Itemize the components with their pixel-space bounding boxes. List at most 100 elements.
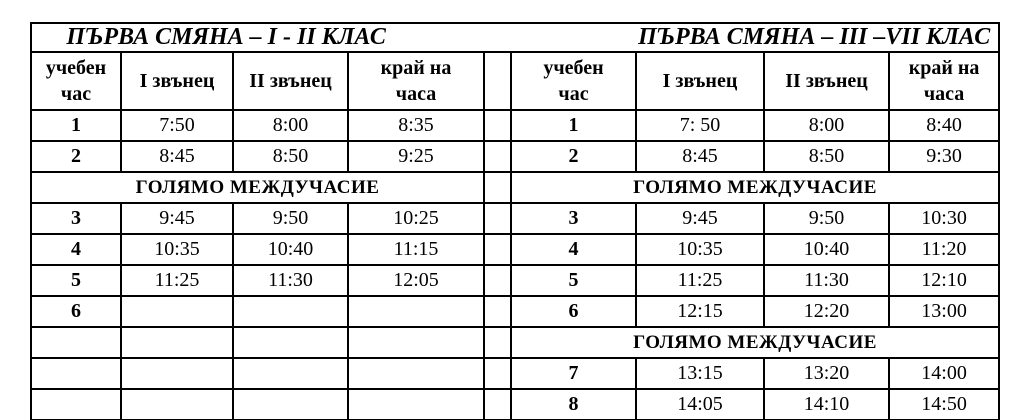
left-end-of-class-cell <box>347 388 485 420</box>
left-end-of-class-cell <box>347 295 485 328</box>
gap-column-cell <box>483 202 512 235</box>
right-end-of-class-cell: 11:20 <box>887 233 1001 266</box>
left-end-of-class-cell: 9:25 <box>347 140 485 173</box>
left-lesson-hour-cell: 2 <box>30 140 122 173</box>
right-lesson-hour-cell: 6 <box>510 295 637 328</box>
right-second-bell-cell: 9:50 <box>763 202 890 235</box>
left-second-bell-cell: 11:30 <box>232 264 349 297</box>
left-first-bell-cell <box>120 295 234 328</box>
right-end-of-class-cell: 13:00 <box>887 295 1001 328</box>
left-first-bell-cell: 9:45 <box>120 202 234 235</box>
right-end-of-class-cell: 9:30 <box>887 140 1001 173</box>
left-lesson-hour-cell: 1 <box>30 109 122 142</box>
right-lesson-hour-cell: 3 <box>510 202 637 235</box>
schedule-row: 1 7:50 8:00 8:35 1 7: 50 8:00 8:40 <box>30 109 1001 142</box>
gap-column-cell <box>483 388 512 420</box>
schedule-row: 8 14:05 14:10 14:50 <box>30 388 1001 420</box>
left-end-of-class-cell: 11:15 <box>347 233 485 266</box>
left-lesson-hour-cell: 6 <box>30 295 122 328</box>
right-second-bell-cell: 10:40 <box>763 233 890 266</box>
right-end-of-class-cell: 8:40 <box>887 109 1001 142</box>
header-row: учебен час I звънец II звънец край на ча… <box>30 51 1001 111</box>
right-break-row-cell: ГОЛЯМО МЕЖДУЧАСИЕ <box>509 171 1001 204</box>
right-first-bell-cell: 10:35 <box>635 233 765 266</box>
title-row-cell: ПЪРВА СМЯНА – I - II КЛАС ПЪРВА СМЯНА – … <box>29 22 1001 53</box>
left-lesson-hour-cell: 3 <box>30 202 122 235</box>
left-lesson-hour-cell <box>30 388 122 420</box>
left-header-second-bell: II звънец <box>232 51 349 111</box>
left-lesson-hour-cell: 4 <box>30 233 122 266</box>
gap-column-cell <box>483 357 512 390</box>
right-second-bell-cell: 13:20 <box>763 357 890 390</box>
left-second-bell-cell <box>232 357 349 390</box>
right-second-bell-cell: 11:30 <box>763 264 890 297</box>
left-lesson-hour-cell <box>30 357 122 390</box>
right-lesson-hour-cell: 2 <box>510 140 637 173</box>
right-second-bell-cell: 12:20 <box>763 295 890 328</box>
left-end-of-class-cell: 8:35 <box>347 109 485 142</box>
right-first-bell-cell: 14:05 <box>635 388 765 420</box>
right-end-of-class-cell: 14:50 <box>887 388 1001 420</box>
right-table-title: ПЪРВА СМЯНА – III –VII КЛАС <box>638 24 991 50</box>
gap-column-cell <box>483 109 512 142</box>
right-lesson-hour-cell: 4 <box>510 233 637 266</box>
left-end-of-class-cell <box>347 357 485 390</box>
right-lesson-hour-cell: 5 <box>510 264 637 297</box>
left-header-lesson-hour: учебен час <box>30 51 122 111</box>
left-end-of-class-cell: 12:05 <box>347 264 485 297</box>
left-end-of-class-cell <box>347 326 485 359</box>
right-header-second-bell: II звънец <box>763 51 890 111</box>
schedule-row: 2 8:45 8:50 9:25 2 8:45 8:50 9:30 <box>30 140 1001 173</box>
left-end-of-class-cell: 10:25 <box>347 202 485 235</box>
right-first-bell-cell: 11:25 <box>635 264 765 297</box>
schedule-row: 6 6 12:15 12:20 13:00 <box>30 295 1001 328</box>
schedule-row: ГОЛЯМО МЕЖДУЧАСИЕ <box>30 326 1001 359</box>
right-first-bell-cell: 8:45 <box>635 140 765 173</box>
schedule-body: 1 7:50 8:00 8:35 1 7: 50 8:00 8:40 2 8:45 8:50 9:25… <box>30 109 1001 420</box>
right-end-of-class-cell: 14:00 <box>887 357 1001 390</box>
left-second-bell-cell <box>232 326 349 359</box>
left-second-bell-cell: 9:50 <box>232 202 349 235</box>
left-break-row-cell: ГОЛЯМО МЕЖДУЧАСИЕ <box>30 171 485 204</box>
left-second-bell-cell <box>232 295 349 328</box>
schedule-row: 3 9:45 9:50 10:25 3 9:45 9:50 10:30 <box>30 202 1001 235</box>
left-first-bell-cell: 11:25 <box>120 264 234 297</box>
right-break-row-cell: ГОЛЯМО МЕЖДУЧАСИЕ <box>509 326 1001 359</box>
left-second-bell-cell: 8:50 <box>232 140 349 173</box>
title-row: ПЪРВА СМЯНА – I - II КЛАС ПЪРВА СМЯНА – … <box>29 22 1001 53</box>
right-second-bell-cell: 8:00 <box>763 109 890 142</box>
left-header-end-of-class: край на часа <box>347 51 485 111</box>
right-header-first-bell: I звънец <box>635 51 765 111</box>
gap-column-cell <box>483 295 512 328</box>
left-second-bell-cell: 10:40 <box>232 233 349 266</box>
left-second-bell-cell: 8:00 <box>232 109 349 142</box>
bell-schedule-table: ПЪРВА СМЯНА – I - II КЛАС ПЪРВА СМЯНА – … <box>29 22 1001 420</box>
schedule-row: 4 10:35 10:40 11:15 4 10:35 10:40 11:20 <box>30 233 1001 266</box>
left-first-bell-cell <box>120 388 234 420</box>
right-lesson-hour-cell: 1 <box>510 109 637 142</box>
right-end-of-class-cell: 12:10 <box>887 264 1001 297</box>
gap-column-cell <box>483 264 512 297</box>
gap-column-cell <box>483 140 512 173</box>
schedule-row: 5 11:25 11:30 12:05 5 11:25 11:30 12:10 <box>30 264 1001 297</box>
left-first-bell-cell: 10:35 <box>120 233 234 266</box>
gap-column-cell <box>483 326 512 359</box>
right-header-end-of-class: край на часа <box>887 51 1001 111</box>
left-lesson-hour-cell <box>30 326 122 359</box>
left-first-bell-cell <box>120 326 234 359</box>
right-header-lesson-hour: учебен час <box>510 51 637 111</box>
title-wrap: ПЪРВА СМЯНА – I - II КЛАС ПЪРВА СМЯНА – … <box>34 24 996 50</box>
left-table-title: ПЪРВА СМЯНА – I - II КЛАС <box>66 24 386 50</box>
right-second-bell-cell: 14:10 <box>763 388 890 420</box>
gap-column-cell <box>483 171 512 204</box>
left-first-bell-cell <box>120 357 234 390</box>
left-lesson-hour-cell: 5 <box>30 264 122 297</box>
schedule-row: ГОЛЯМО МЕЖДУЧАСИЕ ГОЛЯМО МЕЖДУЧАСИЕ <box>30 171 1001 204</box>
gap-column-cell <box>483 233 512 266</box>
right-first-bell-cell: 9:45 <box>635 202 765 235</box>
right-first-bell-cell: 13:15 <box>635 357 765 390</box>
left-first-bell-cell: 7:50 <box>120 109 234 142</box>
right-first-bell-cell: 7: 50 <box>635 109 765 142</box>
right-first-bell-cell: 12:15 <box>635 295 765 328</box>
